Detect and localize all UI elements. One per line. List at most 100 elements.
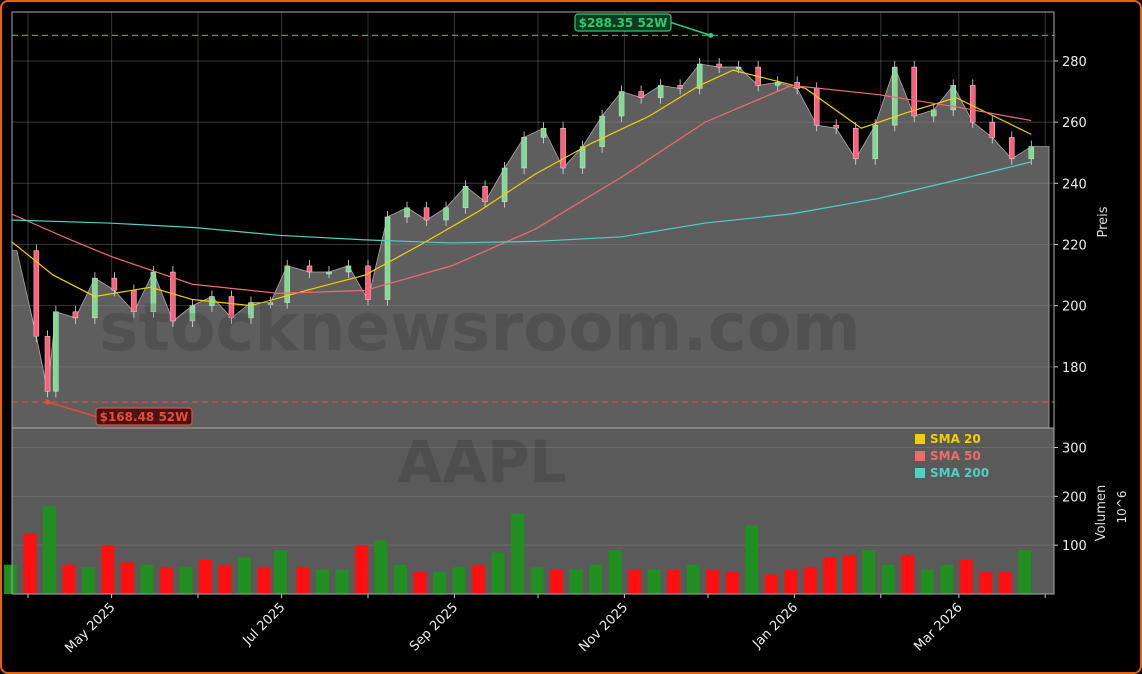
volume-bar — [23, 532, 37, 594]
candlestick — [677, 85, 683, 89]
volume-bar — [803, 567, 817, 594]
volume-bar — [667, 569, 681, 594]
candlestick — [365, 265, 371, 300]
y-tick-label: 200 — [1062, 300, 1087, 315]
candlestick — [989, 121, 996, 138]
candlestick — [970, 85, 976, 123]
volume-tick-label: 100 — [1062, 539, 1087, 554]
x-tick-label: Jan 2026 — [749, 600, 801, 652]
candlestick — [1028, 146, 1035, 160]
candlestick — [423, 207, 430, 221]
volume-bar — [472, 564, 486, 594]
candlestick — [189, 305, 196, 322]
volume-bar — [725, 572, 739, 594]
price-axis-label: Preis — [1096, 206, 1111, 237]
volume-bar — [3, 564, 17, 594]
candlestick — [111, 277, 118, 291]
volume-bar — [901, 554, 915, 594]
volume-bar — [179, 567, 193, 594]
candlestick — [833, 124, 839, 129]
volume-bar — [433, 572, 447, 594]
volume-bar — [764, 574, 778, 594]
volume-bar — [101, 545, 115, 594]
volume-bar — [413, 572, 427, 594]
legend-label: SMA 20 — [930, 432, 981, 446]
volume-bar — [120, 562, 134, 594]
y-tick-label: 260 — [1062, 116, 1087, 131]
volume-bar — [959, 559, 973, 594]
candlestick — [170, 271, 176, 322]
volume-bar — [237, 557, 251, 594]
x-tick-label: Sep 2025 — [407, 600, 461, 654]
volume-bar — [159, 567, 173, 594]
price-panel: $288.35 52W $168.48 52W — [10, 12, 1054, 594]
volume-axis-label: Volumen — [1094, 485, 1109, 542]
52w-high-label: $288.35 52W — [579, 16, 668, 30]
volume-panel — [3, 427, 1054, 594]
volume-bar — [550, 569, 564, 594]
candlestick — [92, 277, 98, 319]
annotation-arrow — [47, 401, 97, 418]
volume-bar — [140, 564, 154, 594]
x-tick-label: May 2025 — [63, 600, 119, 656]
y-tick-label: 280 — [1062, 55, 1087, 70]
candlestick — [891, 66, 898, 126]
volume-plot-bg — [12, 428, 1054, 594]
candlestick — [228, 296, 235, 319]
annotation-arrowhead — [708, 32, 714, 38]
volume-tick-label: 300 — [1062, 442, 1087, 457]
volume-bar — [589, 564, 603, 594]
x-tick-label: Mar 2026 — [911, 600, 965, 654]
watermark-site: stocknewsroom.com — [99, 289, 861, 366]
candlestick — [735, 66, 742, 70]
volume-bar — [647, 569, 661, 594]
candlestick — [930, 109, 937, 117]
volume-bar — [218, 564, 232, 594]
candlestick — [540, 127, 547, 138]
candlestick — [284, 265, 290, 303]
candlestick — [306, 265, 313, 273]
sma-line-sma-200 — [11, 161, 1032, 244]
volume-bar — [569, 569, 583, 594]
volume-bar — [745, 525, 759, 594]
volume-bar — [374, 540, 388, 594]
volume-bar — [628, 569, 642, 594]
candlestick — [482, 186, 488, 202]
volume-bar — [42, 506, 56, 594]
candlestick — [150, 271, 157, 313]
volume-bar — [979, 572, 993, 594]
volume-bar — [491, 552, 505, 594]
volume-bar — [823, 557, 837, 594]
annotation-arrowhead — [45, 399, 51, 405]
candlestick — [462, 186, 469, 209]
candlestick — [716, 63, 722, 68]
sma-line-sma-50 — [11, 84, 1032, 295]
legend-swatch — [915, 451, 925, 461]
y-tick-label: 180 — [1062, 361, 1087, 376]
volume-bar — [686, 564, 700, 594]
y-tick-label: 220 — [1062, 238, 1087, 253]
volume-tick-label: 200 — [1062, 490, 1087, 505]
candlestick — [872, 124, 878, 160]
volume-unit-label: 10^6 — [1115, 491, 1129, 524]
volume-bar — [296, 567, 310, 594]
candlestick — [599, 115, 605, 147]
candlestick — [911, 66, 917, 117]
annotation-arrow — [670, 21, 712, 37]
annotation-box — [574, 13, 672, 32]
candlestick — [774, 82, 781, 86]
legend: SMA 20 SMA 50 SMA 200 — [915, 432, 989, 480]
candlestick — [560, 127, 566, 169]
legend-swatch — [915, 468, 925, 478]
volume-bar — [862, 550, 876, 594]
y-tick-label: 240 — [1062, 177, 1087, 192]
candlestick — [345, 265, 352, 273]
candlestick — [248, 302, 254, 319]
legend-label: SMA 200 — [930, 466, 989, 480]
watermark-ticker: AAPL — [397, 428, 566, 496]
volume-bar — [842, 554, 856, 594]
volume-bar — [1018, 550, 1032, 594]
volume-bar — [784, 569, 798, 594]
candlestick — [813, 88, 820, 126]
volume-bar — [920, 569, 934, 594]
